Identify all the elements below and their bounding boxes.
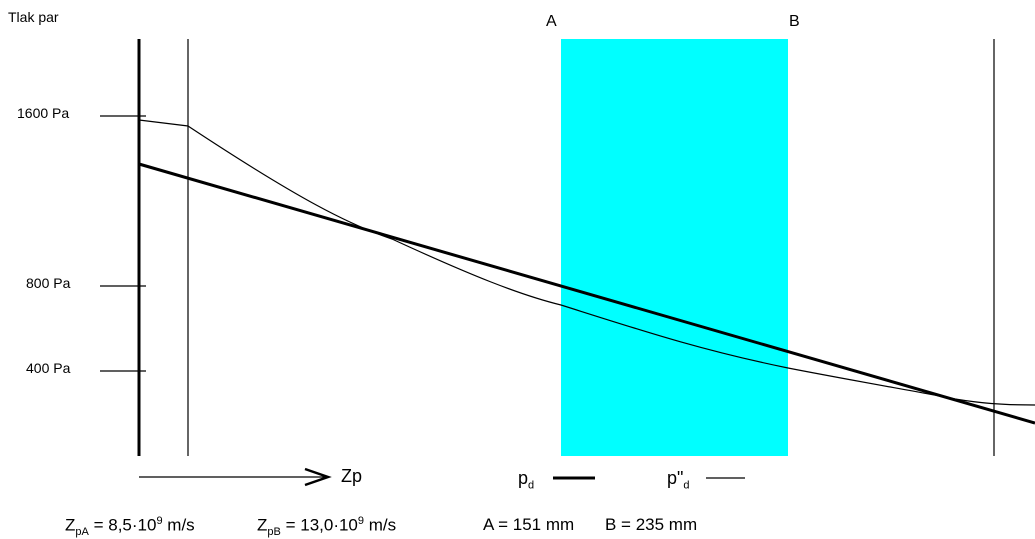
legend-pd-label: pd (518, 468, 535, 492)
formula-zpa: ZpA = 8,5·109 m/s (65, 515, 195, 539)
tick-label-1600: 1600 Pa (17, 105, 70, 121)
layer-label-a: A (546, 13, 557, 30)
formula-b: B = 235 mm (605, 515, 698, 534)
formula-a: A = 151 mm (483, 515, 575, 534)
tick-label-400: 400 Pa (26, 360, 71, 376)
layer-ab-region (561, 39, 788, 456)
y-axis-title: Tlak par (8, 9, 59, 25)
tick-label-800: 800 Pa (26, 275, 71, 291)
layer-label-b: B (789, 13, 800, 30)
zp-label: Zp (341, 466, 363, 486)
zp-arrow-head-icon (304, 467, 332, 487)
partial-pressure-line (138, 162, 1035, 425)
formula-zpb: ZpB = 13,0·109 m/s (257, 515, 397, 539)
legend-pdd-label: p"d (667, 468, 690, 492)
